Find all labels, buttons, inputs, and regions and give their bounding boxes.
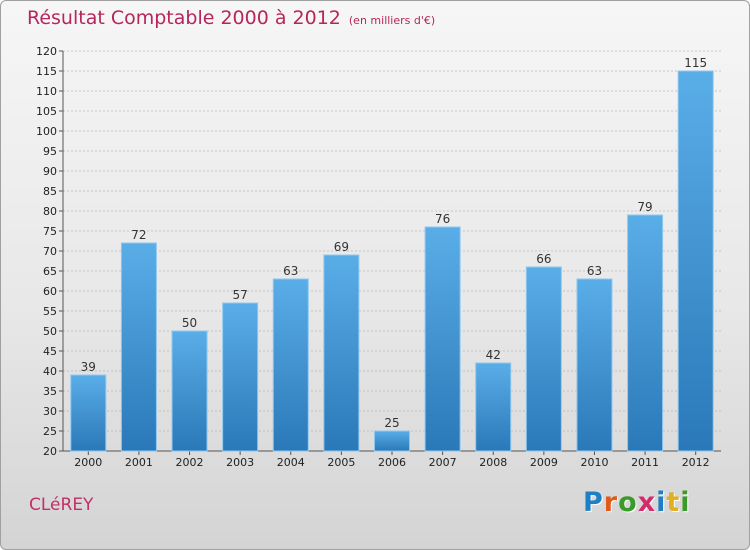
y-tick-label: 70 <box>43 245 57 258</box>
data-label-2010: 63 <box>587 264 602 278</box>
x-tick-label-2000: 2000 <box>74 456 102 469</box>
data-label-2009: 66 <box>536 252 551 266</box>
commune-name: CLéREY <box>29 495 94 515</box>
x-tick-label-2005: 2005 <box>327 456 355 469</box>
proxiti-logo[interactable]: Proxiti <box>583 487 691 518</box>
bars <box>70 70 714 452</box>
logo-letter: i <box>656 487 667 518</box>
data-label-2003: 57 <box>233 288 248 302</box>
bar-2000 <box>70 374 107 452</box>
y-tick-label: 105 <box>36 105 57 118</box>
y-tick-label: 50 <box>43 325 57 338</box>
y-tick-label: 85 <box>43 185 57 198</box>
y-tick-label: 55 <box>43 305 57 318</box>
y-tick-label: 115 <box>36 65 57 78</box>
y-tick-label: 120 <box>36 45 57 58</box>
bar-2012 <box>677 70 714 452</box>
data-label-2012: 115 <box>684 56 707 70</box>
bar-2003 <box>222 302 259 452</box>
y-tick-label: 100 <box>36 125 57 138</box>
logo-letter: i <box>680 487 691 518</box>
y-tick-label: 30 <box>43 405 57 418</box>
x-tick-label-2003: 2003 <box>226 456 254 469</box>
y-tick-label: 95 <box>43 145 57 158</box>
y-tick-label: 35 <box>43 385 57 398</box>
data-labels: 39 72 50 57 63 69 25 76 42 66 63 79 115 <box>81 56 707 430</box>
logo-letter: x <box>637 487 657 518</box>
x-tick-label-2012: 2012 <box>682 456 710 469</box>
data-label-2004: 63 <box>283 264 298 278</box>
x-tick-label-2009: 2009 <box>530 456 558 469</box>
y-tick-label: 40 <box>43 365 57 378</box>
x-tick-label-2011: 2011 <box>631 456 659 469</box>
logo-letter: t <box>666 487 681 518</box>
data-label-2006: 25 <box>384 416 399 430</box>
y-tick-label: 20 <box>43 445 57 458</box>
data-label-2008: 42 <box>486 348 501 362</box>
bar-2006 <box>374 430 410 452</box>
y-tick-label: 80 <box>43 205 57 218</box>
axes: 20 25 30 35 40 45 50 55 60 65 70 75 80 85 90 95 100 105 11… <box>36 45 721 469</box>
bar-2002 <box>171 330 208 452</box>
bar-2011 <box>627 214 664 452</box>
logo-letter: P <box>583 487 604 518</box>
logo-letter: o <box>618 487 638 518</box>
data-label-2000: 39 <box>81 360 96 374</box>
grid-lines <box>63 50 721 452</box>
bar-2005 <box>323 254 360 452</box>
y-tick-label: 75 <box>43 225 57 238</box>
x-tick-label-2002: 2002 <box>176 456 204 469</box>
data-label-2005: 69 <box>334 240 349 254</box>
data-label-2011: 79 <box>637 200 652 214</box>
x-tick-label-2004: 2004 <box>277 456 305 469</box>
bar-2004 <box>272 278 309 452</box>
data-label-2001: 72 <box>131 228 146 242</box>
chart-subtitle: (en milliers d'€) <box>348 14 436 27</box>
data-label-2002: 50 <box>182 316 197 330</box>
bar-2001 <box>120 242 157 452</box>
bar-2007 <box>424 226 461 452</box>
y-tick-label: 90 <box>43 165 57 178</box>
chart-title-text: Résultat Comptable 2000 à 2012 <box>27 7 341 29</box>
bar-2009 <box>525 266 562 452</box>
data-label-2007: 76 <box>435 212 450 226</box>
x-tick-label-2010: 2010 <box>580 456 608 469</box>
x-tick-label-2007: 2007 <box>429 456 457 469</box>
x-tick-label-2008: 2008 <box>479 456 507 469</box>
x-tick-label-2006: 2006 <box>378 456 406 469</box>
y-tick-label: 110 <box>36 85 57 98</box>
y-tick-label: 60 <box>43 285 57 298</box>
y-tick-label: 25 <box>43 425 57 438</box>
chart-title: Résultat Comptable 2000 à 2012 (en millie… <box>27 7 435 29</box>
y-tick-label: 45 <box>43 345 57 358</box>
logo-letter: r <box>603 487 619 518</box>
bar-2008 <box>475 362 512 452</box>
y-tick-label: 65 <box>43 265 57 278</box>
x-tick-label-2001: 2001 <box>125 456 153 469</box>
bar-2010 <box>576 278 613 452</box>
